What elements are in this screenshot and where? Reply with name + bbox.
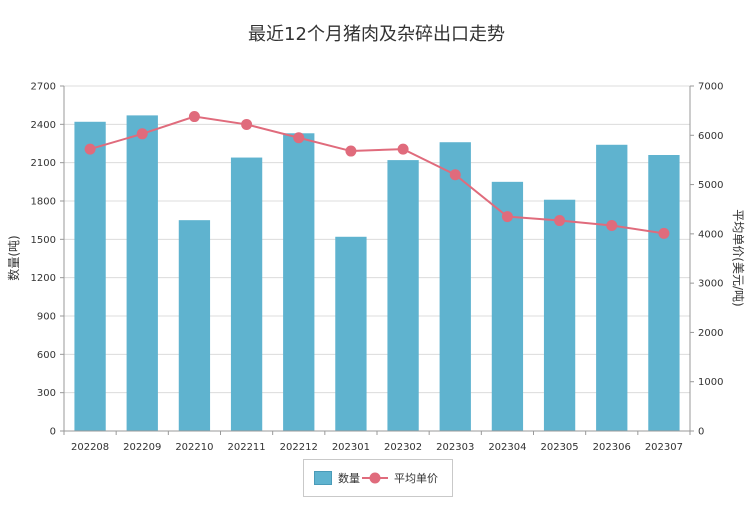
bar-202211 [230, 157, 263, 432]
y2-tick-label: 1000 [698, 377, 723, 388]
bar-202305 [543, 199, 576, 431]
y-tick-label: 600 [37, 350, 56, 361]
y-tick-label: 0 [50, 427, 56, 438]
bar-202210 [178, 220, 211, 431]
x-tick-label: 202302 [384, 442, 422, 453]
legend-item-avg-price: 平均单价 [362, 460, 438, 496]
bar-202302 [387, 160, 419, 431]
bar-series [74, 115, 680, 432]
y-tick-label: 1800 [31, 197, 56, 208]
avg-price-point-202304 [501, 211, 513, 223]
chart-title: 最近12个月猪肉及杂碎出口走势 [248, 24, 505, 45]
y2-tick-label: 0 [698, 427, 704, 438]
y-tick-label: 300 [37, 388, 56, 399]
legend-item-quantity: 数量 [314, 460, 360, 496]
x-tick-label: 202305 [540, 442, 578, 453]
legend-swatch-bar [314, 471, 332, 485]
bar-202208 [74, 121, 106, 432]
bar-202209 [126, 115, 158, 431]
y-tick-label: 1500 [31, 235, 56, 246]
x-tick-label: 202303 [436, 442, 474, 453]
avg-price-point-202208 [84, 143, 96, 155]
bar-202304 [491, 181, 524, 431]
y2-tick-label: 5000 [698, 180, 723, 191]
x-tick-label: 202307 [645, 442, 683, 453]
legend: 数量 平均单价 [303, 459, 453, 497]
x-tick-label: 202301 [332, 442, 370, 453]
bar-202307 [648, 155, 680, 431]
y-tick-label: 2400 [31, 120, 56, 131]
x-tick-label: 202211 [227, 442, 265, 453]
avg-price-point-202305 [554, 215, 566, 227]
legend-label-avg-price: 平均单价 [394, 472, 438, 485]
y-axis-title: 数量(吨) [6, 235, 21, 280]
y2-axis-title: 平均单价(美元/吨) [731, 209, 745, 306]
x-tick-label: 202212 [280, 442, 318, 453]
bar-202303 [439, 142, 471, 431]
bar-202301 [335, 236, 367, 431]
y-tick-label: 900 [37, 312, 56, 323]
x-tick-label: 202306 [593, 442, 631, 453]
y-tick-label: 2100 [31, 158, 56, 169]
x-tick-label: 202210 [175, 442, 213, 453]
avg-price-point-202209 [136, 128, 148, 140]
avg-price-point-202212 [293, 132, 305, 144]
tick-labels: 0 300 600 900 1200 1500 1800 2100 2400 2700 0 1000 2… [31, 82, 724, 454]
y2-tick-label: 6000 [698, 131, 723, 142]
y2-tick-label: 3000 [698, 279, 723, 290]
x-tick-label: 202304 [488, 442, 526, 453]
x-tick-label: 202208 [71, 442, 109, 453]
avg-price-point-202307 [658, 227, 670, 239]
avg-price-point-202301 [345, 145, 357, 157]
y2-tick-label: 2000 [698, 328, 723, 339]
bar-202306 [596, 144, 628, 431]
avg-price-point-202303 [449, 169, 461, 181]
grid-lines [64, 85, 690, 394]
axes [60, 85, 694, 435]
legend-label-quantity: 数量 [338, 472, 360, 485]
line-series [84, 111, 670, 239]
avg-price-point-202210 [188, 111, 200, 123]
avg-price-line [89, 115, 665, 235]
y-tick-label: 2700 [31, 82, 56, 93]
x-tick-label: 202209 [123, 442, 161, 453]
avg-price-point-202211 [241, 118, 253, 130]
y2-tick-label: 4000 [698, 229, 723, 240]
avg-price-point-202302 [397, 143, 409, 155]
y-tick-label: 1200 [31, 273, 56, 284]
bar-202212 [283, 133, 315, 431]
y2-tick-label: 7000 [698, 82, 723, 93]
avg-price-point-202306 [606, 219, 618, 231]
legend-swatch-line [362, 472, 388, 484]
